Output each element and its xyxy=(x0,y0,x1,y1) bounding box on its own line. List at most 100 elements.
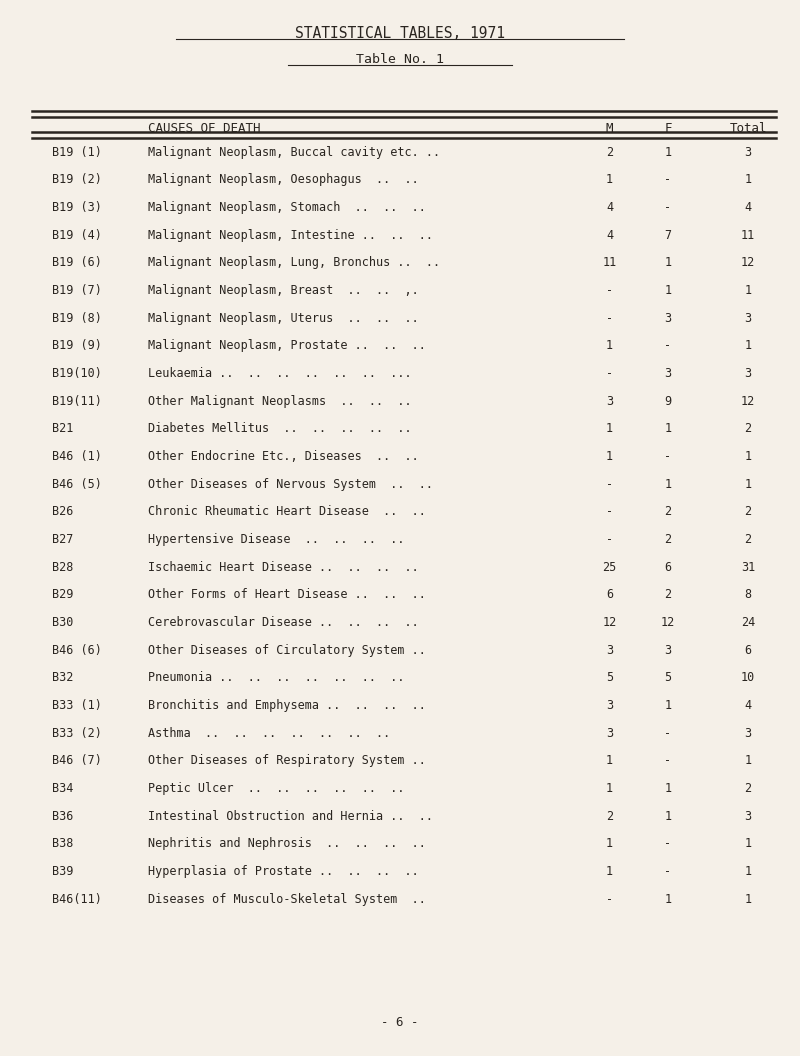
Text: B19 (2): B19 (2) xyxy=(52,173,102,187)
Text: 1: 1 xyxy=(665,422,671,435)
Text: Total: Total xyxy=(730,122,766,135)
Text: 6: 6 xyxy=(606,588,613,602)
Text: 11: 11 xyxy=(741,229,755,242)
Text: 2: 2 xyxy=(606,146,613,158)
Text: Other Diseases of Circulatory System ..: Other Diseases of Circulatory System .. xyxy=(148,644,426,657)
Text: B27: B27 xyxy=(52,533,74,546)
Text: 7: 7 xyxy=(665,229,671,242)
Text: 31: 31 xyxy=(741,561,755,573)
Text: STATISTICAL TABLES, 1971: STATISTICAL TABLES, 1971 xyxy=(295,26,505,41)
Text: Malignant Neoplasm, Prostate ..  ..  ..: Malignant Neoplasm, Prostate .. .. .. xyxy=(148,339,426,353)
Text: 5: 5 xyxy=(606,672,613,684)
Text: 3: 3 xyxy=(665,644,671,657)
Text: B28: B28 xyxy=(52,561,74,573)
Text: Malignant Neoplasm, Lung, Bronchus ..  ..: Malignant Neoplasm, Lung, Bronchus .. .. xyxy=(148,257,440,269)
Text: 1: 1 xyxy=(745,837,751,850)
Text: B21: B21 xyxy=(52,422,74,435)
Text: 12: 12 xyxy=(602,616,617,629)
Text: Cerebrovascular Disease ..  ..  ..  ..: Cerebrovascular Disease .. .. .. .. xyxy=(148,616,418,629)
Text: 1: 1 xyxy=(606,754,613,768)
Text: Leukaemia ..  ..  ..  ..  ..  ..  ...: Leukaemia .. .. .. .. .. .. ... xyxy=(148,367,412,380)
Text: 1: 1 xyxy=(745,284,751,297)
Text: 1: 1 xyxy=(606,837,613,850)
Text: 6: 6 xyxy=(665,561,671,573)
Text: -: - xyxy=(606,892,613,906)
Text: 4: 4 xyxy=(745,201,751,214)
Text: 2: 2 xyxy=(745,782,751,795)
Text: 3: 3 xyxy=(606,699,613,712)
Text: 1: 1 xyxy=(606,865,613,879)
Text: 3: 3 xyxy=(745,367,751,380)
Text: -: - xyxy=(665,754,671,768)
Text: 9: 9 xyxy=(665,395,671,408)
Text: B39: B39 xyxy=(52,865,74,879)
Text: 4: 4 xyxy=(606,229,613,242)
Text: 1: 1 xyxy=(665,810,671,823)
Text: Hyperplasia of Prostate ..  ..  ..  ..: Hyperplasia of Prostate .. .. .. .. xyxy=(148,865,418,879)
Text: F: F xyxy=(664,122,672,135)
Text: Bronchitis and Emphysema ..  ..  ..  ..: Bronchitis and Emphysema .. .. .. .. xyxy=(148,699,426,712)
Text: Malignant Neoplasm, Uterus  ..  ..  ..: Malignant Neoplasm, Uterus .. .. .. xyxy=(148,312,418,325)
Text: 2: 2 xyxy=(745,533,751,546)
Text: 1: 1 xyxy=(745,892,751,906)
Text: Other Diseases of Respiratory System ..: Other Diseases of Respiratory System .. xyxy=(148,754,426,768)
Text: B32: B32 xyxy=(52,672,74,684)
Text: Chronic Rheumatic Heart Disease  ..  ..: Chronic Rheumatic Heart Disease .. .. xyxy=(148,506,426,518)
Text: Other Forms of Heart Disease ..  ..  ..: Other Forms of Heart Disease .. .. .. xyxy=(148,588,426,602)
Text: B19 (8): B19 (8) xyxy=(52,312,102,325)
Text: 3: 3 xyxy=(745,727,751,740)
Text: B46 (5): B46 (5) xyxy=(52,477,102,491)
Text: 3: 3 xyxy=(665,312,671,325)
Text: 1: 1 xyxy=(745,173,751,187)
Text: B19 (6): B19 (6) xyxy=(52,257,102,269)
Text: Malignant Neoplasm, Intestine ..  ..  ..: Malignant Neoplasm, Intestine .. .. .. xyxy=(148,229,433,242)
Text: 1: 1 xyxy=(665,477,671,491)
Text: -: - xyxy=(665,201,671,214)
Text: B19 (9): B19 (9) xyxy=(52,339,102,353)
Text: B19(11): B19(11) xyxy=(52,395,102,408)
Text: -: - xyxy=(606,477,613,491)
Text: B30: B30 xyxy=(52,616,74,629)
Text: Asthma  ..  ..  ..  ..  ..  ..  ..: Asthma .. .. .. .. .. .. .. xyxy=(148,727,390,740)
Text: Malignant Neoplasm, Buccal cavity etc. ..: Malignant Neoplasm, Buccal cavity etc. .… xyxy=(148,146,440,158)
Text: M: M xyxy=(606,122,614,135)
Text: B33 (2): B33 (2) xyxy=(52,727,102,740)
Text: B46 (7): B46 (7) xyxy=(52,754,102,768)
Text: Diseases of Musculo-Skeletal System  ..: Diseases of Musculo-Skeletal System .. xyxy=(148,892,426,906)
Text: -: - xyxy=(665,865,671,879)
Text: 3: 3 xyxy=(606,727,613,740)
Text: Other Diseases of Nervous System  ..  ..: Other Diseases of Nervous System .. .. xyxy=(148,477,433,491)
Text: -: - xyxy=(665,727,671,740)
Text: 1: 1 xyxy=(745,339,751,353)
Text: Other Endocrine Etc., Diseases  ..  ..: Other Endocrine Etc., Diseases .. .. xyxy=(148,450,418,464)
Text: Intestinal Obstruction and Hernia ..  ..: Intestinal Obstruction and Hernia .. .. xyxy=(148,810,433,823)
Text: 1: 1 xyxy=(665,782,671,795)
Text: 2: 2 xyxy=(745,422,751,435)
Text: 10: 10 xyxy=(741,672,755,684)
Text: Hypertensive Disease  ..  ..  ..  ..: Hypertensive Disease .. .. .. .. xyxy=(148,533,405,546)
Text: 1: 1 xyxy=(665,257,671,269)
Text: B19 (4): B19 (4) xyxy=(52,229,102,242)
Text: 3: 3 xyxy=(606,644,613,657)
Text: 4: 4 xyxy=(745,699,751,712)
Text: 3: 3 xyxy=(606,395,613,408)
Text: -: - xyxy=(606,506,613,518)
Text: 11: 11 xyxy=(602,257,617,269)
Text: B33 (1): B33 (1) xyxy=(52,699,102,712)
Text: 2: 2 xyxy=(665,588,671,602)
Text: 12: 12 xyxy=(741,395,755,408)
Text: Pneumonia ..  ..  ..  ..  ..  ..  ..: Pneumonia .. .. .. .. .. .. .. xyxy=(148,672,405,684)
Text: 3: 3 xyxy=(745,146,751,158)
Text: 1: 1 xyxy=(745,450,751,464)
Text: B46 (1): B46 (1) xyxy=(52,450,102,464)
Text: -: - xyxy=(665,450,671,464)
Text: -: - xyxy=(606,533,613,546)
Text: B46(11): B46(11) xyxy=(52,892,102,906)
Text: 12: 12 xyxy=(661,616,675,629)
Text: 1: 1 xyxy=(665,146,671,158)
Text: 1: 1 xyxy=(606,450,613,464)
Text: 1: 1 xyxy=(606,339,613,353)
Text: CAUSES OF DEATH: CAUSES OF DEATH xyxy=(148,122,261,135)
Text: 1: 1 xyxy=(606,422,613,435)
Text: -: - xyxy=(606,284,613,297)
